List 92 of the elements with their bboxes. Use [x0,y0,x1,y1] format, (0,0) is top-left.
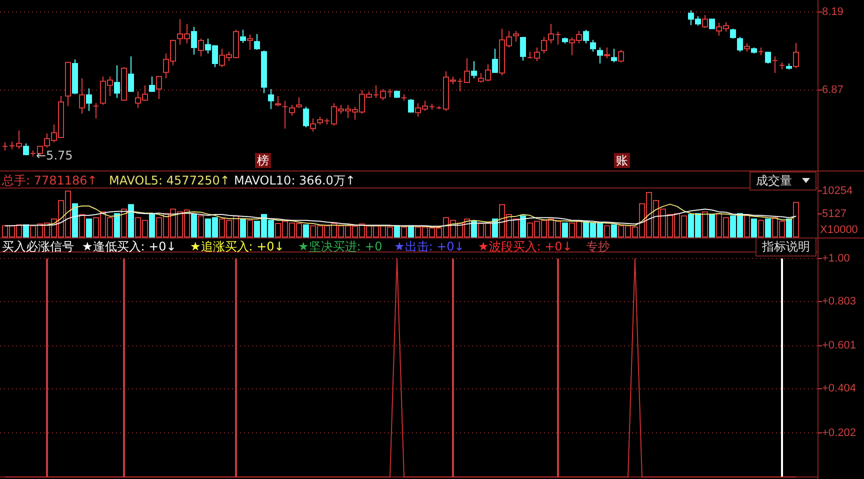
annotation: ★追涨买入: +0↓ [190,239,284,254]
text: MAVOL5: 4577250↑ [109,173,230,188]
text: MAVOL10: 366.0万↑ [234,173,356,188]
annotation: ★坚决买进: +0 [298,239,382,254]
bar [72,203,78,238]
bar [247,220,253,238]
bar [121,208,127,238]
candlestick [247,34,253,50]
bar [401,226,407,238]
candlestick [296,96,302,108]
bar [79,214,85,238]
bar [709,214,715,238]
annotation: 账 [616,153,628,168]
bar [744,214,750,238]
candlestick [282,100,288,130]
bar [149,214,155,238]
annotation: ★出击: +0↓ [394,239,464,254]
annotation: 指标说明 [761,239,810,254]
bar [394,225,400,238]
candlestick [254,33,260,50]
candlestick [191,26,197,56]
y-tick-label: +0.202 [822,426,856,439]
candlestick [618,49,624,63]
y-tick-label: 8.19 [822,6,844,18]
candlestick [604,47,610,59]
annotation: 买入必涨信号 [2,239,74,254]
candlestick [793,42,799,69]
y-tick-label: +1.00 [822,252,850,264]
y-tick-label: 6.87 [822,84,844,96]
annotation: ←5.75 [36,148,73,163]
bar [23,224,29,238]
candlestick [2,142,8,151]
y-tick-label: +0.601 [822,340,856,352]
bar [604,225,610,238]
bar [191,214,197,238]
candlestick [289,104,295,116]
candlestick [730,28,736,40]
candlestick [198,38,204,57]
candlestick [702,14,708,29]
candlestick [310,118,316,132]
candlestick [597,47,603,64]
bar [751,218,757,238]
candlestick [86,88,92,112]
candlestick [303,106,309,128]
candlestick [583,29,589,44]
bar [128,204,134,238]
candlestick [492,48,498,74]
candlestick [240,29,246,44]
bar [471,220,477,238]
candlestick [520,36,526,62]
annotation: 榜 [257,153,269,168]
candlestick [149,76,155,92]
annotation: ★波段买入: +0↓ [478,239,572,254]
bar [702,211,708,238]
annotation: ★逢低买入: +0↓ [82,239,176,254]
annotation: 专抄 [586,239,610,254]
bar [562,222,568,238]
bar [114,213,120,238]
candlestick [275,96,281,107]
text: 成交量 [756,173,792,188]
bar [408,225,414,238]
line-series [40,204,796,228]
candlestick [268,88,274,110]
bar [520,215,526,238]
candlestick [611,48,617,63]
candlestick [128,56,134,92]
bar [303,224,309,238]
candlestick [513,30,519,42]
y-tick-label: +0.404 [822,382,856,395]
candlestick [709,18,715,30]
candlestick [590,39,596,52]
bar [86,218,92,238]
candlestick [737,36,743,52]
candlestick [471,60,477,79]
bar [786,218,792,238]
y-tick-label: 5127 [822,208,846,220]
bar [611,224,617,238]
candlestick [93,102,99,120]
candlestick [114,64,120,98]
y-tick-label: 10254 [822,184,853,197]
candlestick [765,52,771,64]
bar [198,215,204,238]
line-series [4,208,796,227]
bar [240,218,246,238]
bar [765,218,771,238]
text: 总手: 7781186↑ [1,173,98,188]
candlestick [79,78,85,114]
y-axis-title: X10000 [820,224,858,236]
candlestick [156,76,162,100]
candlestick [408,98,414,114]
y-tick-label: +0.803 [822,295,856,308]
candlestick [772,56,778,74]
